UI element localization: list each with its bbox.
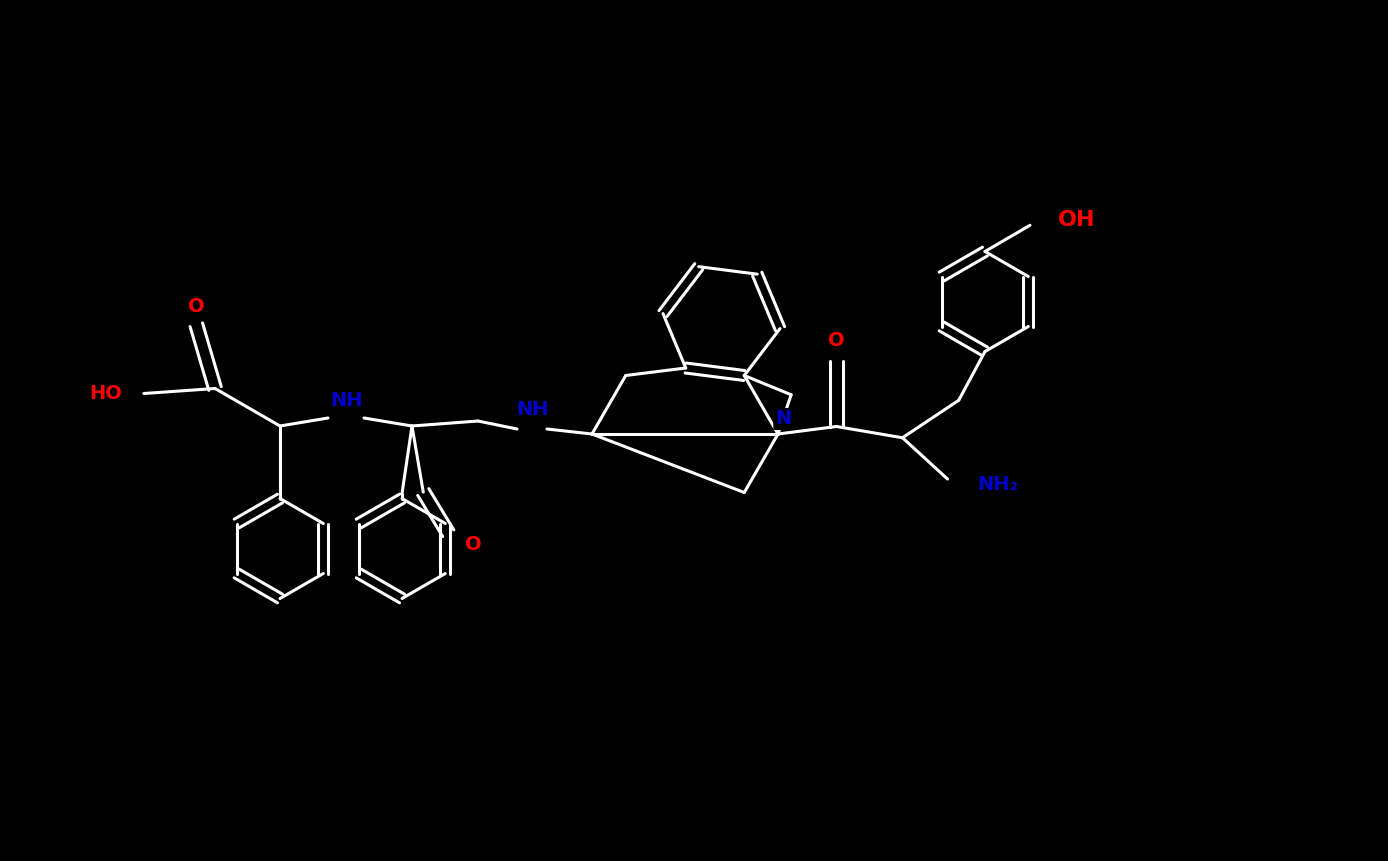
Text: O: O: [465, 535, 482, 554]
Text: NH: NH: [330, 391, 362, 410]
Text: O: O: [187, 297, 204, 316]
Text: HO: HO: [89, 384, 122, 403]
Text: NH₂: NH₂: [977, 474, 1019, 493]
Text: NH: NH: [516, 400, 548, 418]
Text: N: N: [775, 410, 791, 429]
Text: O: O: [829, 331, 845, 350]
Text: OH: OH: [1058, 210, 1095, 230]
